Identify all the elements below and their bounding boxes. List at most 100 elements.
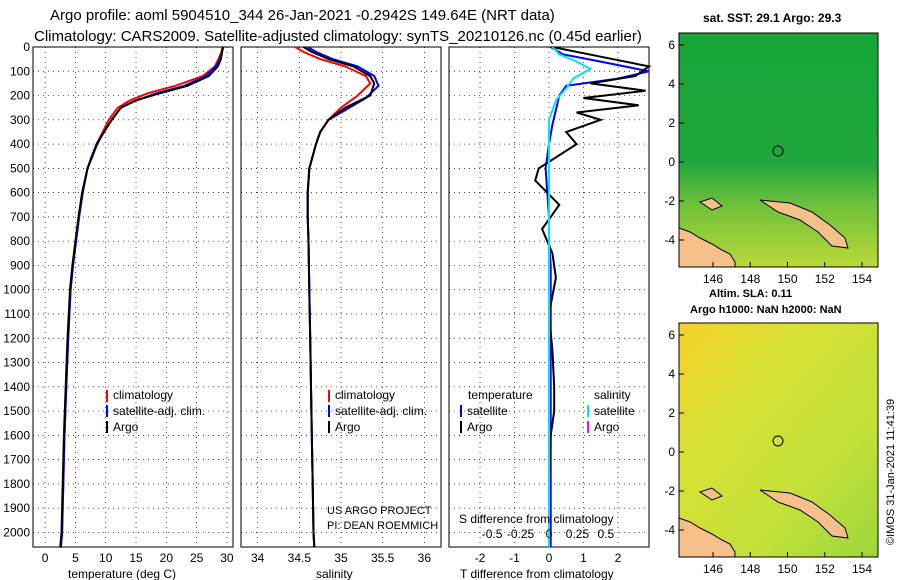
imos-credit: ©IMOS 31-Jan-2021 11:41:39: [885, 399, 897, 545]
x-tick-label: 30: [220, 551, 234, 565]
x-tick-label: -1: [509, 551, 520, 565]
legend-title-temperature: temperature: [468, 388, 533, 402]
sst-argo-location-marker: [772, 145, 784, 157]
depth-tick-label: 100: [10, 64, 30, 78]
series-line-argo: [302, 46, 376, 548]
land-island: [698, 487, 723, 501]
lat-tick-label: 2: [668, 116, 675, 130]
depth-axis: 0 100 200 300 400 500 600 700 800 900 1000 1100 1200…: [3, 40, 30, 539]
depth-tick-label: 1600: [3, 428, 30, 442]
x-tick-label: 20: [160, 551, 174, 565]
lat-tick-label: 0: [668, 155, 675, 169]
t-difference-axis-label: T difference from climatology: [460, 567, 614, 580]
salinity-plot: 34 34.5 35 35.5 36: [241, 46, 441, 565]
legend-label-s-satellite: satellite: [594, 404, 635, 418]
x-tick-label: 25: [190, 551, 204, 565]
sst-map-frame: [678, 32, 879, 268]
lon-tick-label: 146: [703, 562, 723, 576]
credit-project: US ARGO PROJECT: [327, 505, 432, 517]
lon-tick-label: 152: [815, 562, 835, 576]
lon-tick-label: 148: [740, 562, 760, 576]
legend-label-s-argo: Argo: [594, 420, 620, 434]
legend-label-climatology: climatology: [335, 388, 395, 402]
series-line-satellite-adj-clim-: [59, 46, 225, 548]
lat-tick-label: -4: [664, 523, 675, 537]
series-line-t-argo: [534, 46, 652, 547]
depth-tick-label: 1100: [4, 307, 30, 321]
legend-label-argo: Argo: [335, 420, 361, 434]
land-new-britain: [759, 199, 849, 249]
lon-tick-label: 152: [815, 272, 835, 286]
sst-map: [678, 32, 879, 268]
legend-label-t-satellite: satellite: [467, 404, 508, 418]
sla-map-frame: [678, 322, 879, 558]
x-tick-label: 1: [580, 551, 587, 565]
series-line-climatology: [59, 46, 224, 548]
s-diff-tick-label: 0: [546, 527, 553, 541]
depth-tick-label: 800: [10, 234, 30, 248]
x-tick-label: 10: [99, 551, 113, 565]
x-tick-label: 36: [418, 551, 432, 565]
land-new-britain: [759, 489, 849, 539]
x-tick-label: 35.5: [371, 551, 395, 565]
legend-label-satellite: satellite-adj. clim.: [335, 404, 427, 418]
lat-tick-label: 6: [668, 328, 675, 342]
lat-tick-label: 4: [668, 77, 675, 91]
x-tick-label: 5: [72, 551, 79, 565]
depth-tick-label: 1500: [3, 404, 30, 418]
depth-tick-label: 1700: [3, 453, 30, 467]
difference-legend: temperature salinity satellite Argo sate…: [460, 388, 635, 434]
lat-tick-label: 2: [668, 406, 675, 420]
salinity-axis-label: salinity: [316, 567, 353, 580]
lon-tick-label: 146: [703, 272, 723, 286]
s-diff-tick-label: -0.25: [507, 527, 535, 541]
lat-tick-label: -2: [664, 484, 675, 498]
lat-tick-label: 6: [668, 38, 675, 52]
lat-tick-label: -4: [664, 233, 675, 247]
lat-tick-label: -2: [664, 194, 675, 208]
s-diff-tick-label: -0.5: [482, 527, 503, 541]
series-line-t-satellite: [544, 46, 650, 547]
lon-tick-label: 148: [740, 272, 760, 286]
sst-map-axes: 6 4 2 0 -2 -4 146 148 150 152 154: [664, 38, 872, 286]
header-line-1: Argo profile: aoml 5904510_344 26-Jan-20…: [50, 7, 555, 24]
sst-field: [679, 33, 878, 267]
temperature-plot: 0 5 10 15 20 25 30: [33, 46, 234, 565]
legend-title-salinity: salinity: [594, 388, 631, 402]
x-tick-label: 34: [251, 551, 265, 565]
sla-field: [679, 323, 878, 557]
legend-label-argo: Argo: [113, 420, 139, 434]
sst-map-title: sat. SST: 29.1 Argo: 29.3: [703, 11, 842, 25]
s-difference-axis-label: S difference from climatology: [459, 512, 614, 526]
series-line-argo: [59, 46, 224, 548]
x-tick-label: 35: [334, 551, 348, 565]
depth-tick-label: 600: [10, 186, 30, 200]
legend-label-satellite: satellite-adj. clim.: [113, 404, 205, 418]
series-line-s-satellite: [548, 46, 593, 547]
lon-tick-label: 150: [777, 272, 797, 286]
salinity-legend: climatology satellite-adj. clim. Argo US…: [327, 388, 438, 532]
land-island: [698, 197, 723, 211]
depth-tick-label: 1800: [3, 477, 30, 491]
x-tick-label: 2: [615, 551, 622, 565]
depth-tick-label: 1400: [3, 380, 30, 394]
x-tick-label: 0: [42, 551, 49, 565]
depth-tick-label: 2000: [3, 525, 30, 539]
s-diff-tick-label: 0.25: [566, 527, 590, 541]
lon-tick-label: 150: [777, 562, 797, 576]
difference-plot: -2 -1 0 1 2 -0.5 -0.25 0 0.25 0.5: [449, 46, 652, 565]
lat-tick-label: 4: [668, 367, 675, 381]
depth-tick-label: 1000: [3, 283, 30, 297]
temperature-legend: climatology satellite-adj. clim. Argo: [106, 388, 205, 434]
depth-tick-label: 0: [23, 40, 30, 54]
sla-argo-location-marker: [772, 435, 784, 447]
depth-tick-label: 1200: [3, 331, 30, 345]
depth-tick-label: 1300: [3, 356, 30, 370]
s-diff-tick-label: 0.5: [598, 527, 615, 541]
lon-tick-label: 154: [852, 272, 872, 286]
credit-pi: PI: DEAN ROEMMICH: [327, 520, 438, 532]
lat-tick-label: 0: [668, 445, 675, 459]
sla-map-axes: 6 4 2 0 -2 -4 146 148 150 152 154: [664, 328, 872, 576]
temperature-axis-label: temperature (deg C): [68, 567, 176, 580]
